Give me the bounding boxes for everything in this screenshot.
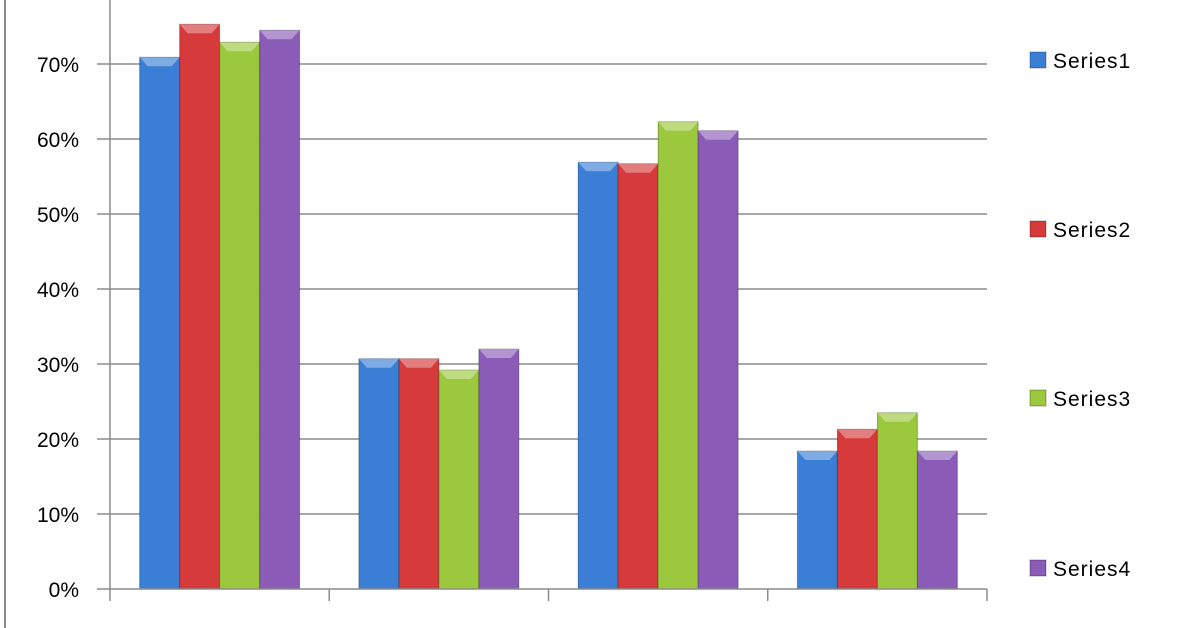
bar-bevel (219, 42, 260, 52)
bar-shade (179, 23, 221, 590)
bar-shade (139, 56, 181, 590)
bar-shade (478, 348, 520, 590)
bar-bevel (877, 412, 918, 422)
bar-bevel (837, 429, 878, 439)
bar-bevel (179, 24, 220, 34)
legend-swatch (1029, 51, 1047, 69)
legend-label: Series3 (1053, 388, 1131, 411)
bar-bevel (438, 370, 479, 379)
bar-bevel (478, 349, 519, 358)
legend-label: Series2 (1053, 219, 1131, 242)
y-tick-label: 80% (37, 0, 79, 2)
legend-label: Series1 (1053, 50, 1131, 73)
bar-bevel (797, 451, 838, 460)
bar-bevel (917, 451, 958, 460)
bar-shade (697, 130, 739, 590)
bar-bevel (658, 121, 699, 131)
bar-shade (438, 369, 480, 590)
bar-bevel (578, 162, 619, 172)
bar-shade (876, 412, 918, 590)
bar-shade (358, 358, 400, 590)
y-tick-label: 20% (37, 429, 79, 452)
y-tick-label: 30% (37, 354, 79, 377)
bar-bevel (139, 57, 180, 67)
bar-bevel (698, 130, 739, 140)
bar-shade (577, 161, 619, 590)
legend-label: Series4 (1053, 558, 1131, 581)
bar-shade (796, 450, 838, 590)
legend-swatch (1029, 559, 1047, 577)
legend-swatch (1029, 220, 1047, 238)
y-tick-label: 70% (37, 54, 79, 77)
bar-shade (259, 29, 301, 590)
bar-shade (617, 163, 659, 590)
legend-swatch (1029, 389, 1047, 407)
bar-bevel (398, 358, 439, 368)
bar-shade (916, 450, 958, 590)
y-tick-label: 50% (37, 204, 79, 227)
bar-shade (836, 428, 878, 590)
bar-bevel (358, 358, 399, 368)
bar-shade (657, 121, 699, 590)
y-tick-label: 10% (37, 504, 79, 527)
bar-shade (398, 358, 440, 590)
bar-shade (219, 41, 261, 590)
y-tick-label: 40% (37, 279, 79, 302)
bar-bevel (259, 30, 300, 40)
y-tick-label: 60% (37, 129, 79, 152)
y-tick-label: 0% (49, 579, 79, 602)
bar-bevel (618, 163, 659, 173)
